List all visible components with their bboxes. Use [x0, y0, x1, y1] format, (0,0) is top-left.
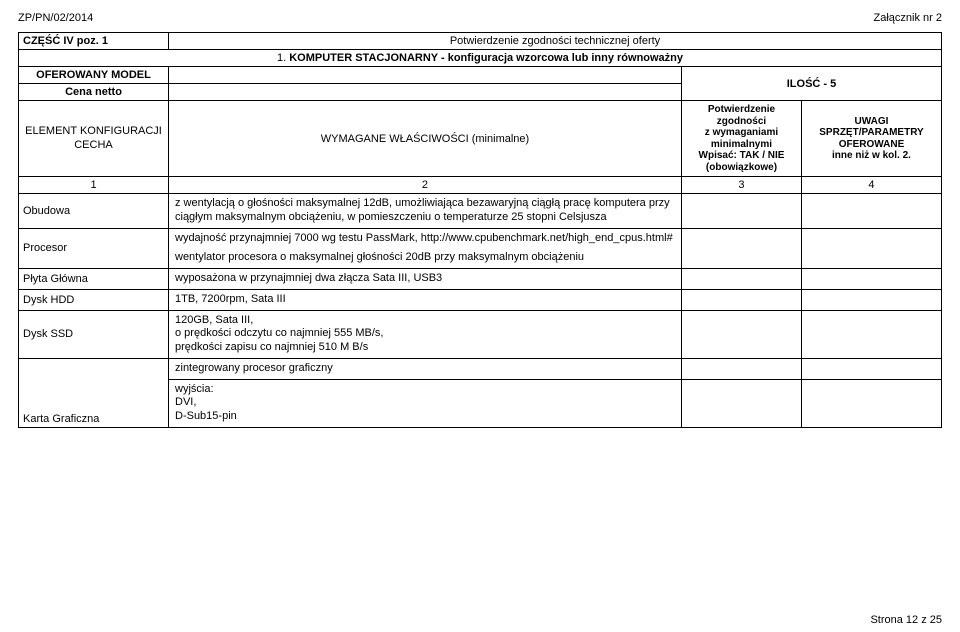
- model-row: OFEROWANY MODEL ILOŚĆ - 5: [19, 67, 942, 84]
- obudowa-text: z wentylacją o głośności maksymalnej 12d…: [169, 194, 682, 229]
- main-table: CZĘŚĆ IV poz. 1 Potwierdzenie zgodności …: [18, 32, 942, 428]
- title-row: CZĘŚĆ IV poz. 1 Potwierdzenie zgodności …: [19, 33, 942, 50]
- table-row: Płyta Główna wyposażona w przynajmniej d…: [19, 269, 942, 290]
- c3-l2: zgodności: [688, 116, 795, 128]
- procesor-text1: wydajność przynajmniej 7000 wg testu Pas…: [175, 232, 675, 246]
- doc-header: ZP/PN/02/2014 Załącznik nr 2: [18, 12, 942, 24]
- part-subtitle: Potwierdzenie zgodności technicznej ofer…: [169, 33, 942, 50]
- c3-l3: z wymaganiami: [688, 127, 795, 139]
- col1-line2: CECHA: [25, 139, 162, 153]
- table-row: Procesor wydajność przynajmniej 7000 wg …: [19, 228, 942, 269]
- obudowa-c3: [681, 194, 801, 229]
- c4-l2: SPRZĘT/PARAMETRY: [808, 127, 935, 139]
- n4: 4: [801, 177, 941, 194]
- gpu2-c3: [681, 379, 801, 427]
- price-value: [169, 84, 682, 101]
- plyta-c3: [681, 269, 801, 290]
- section-title: KOMPUTER STACJONARNY - konfiguracja wzor…: [289, 52, 683, 64]
- gpu2-c4: [801, 379, 941, 427]
- section-heading: 1. KOMPUTER STACJONARNY - konfiguracja w…: [19, 50, 942, 67]
- column-header-row: ELEMENT KONFIGURACJI CECHA WYMAGANE WŁAŚ…: [19, 101, 942, 177]
- hdd-text: 1TB, 7200rpm, Sata III: [169, 289, 682, 310]
- hdd-c4: [801, 289, 941, 310]
- n2: 2: [169, 177, 682, 194]
- model-value: [169, 67, 682, 84]
- table-row: Dysk SSD 120GB, Sata III, o prędkości od…: [19, 310, 942, 358]
- col4-header: UWAGI SPRZĘT/PARAMETRY OFEROWANE inne ni…: [801, 101, 941, 177]
- gpu-text2: wyjścia: DVI, D-Sub15-pin: [169, 379, 682, 427]
- c4-l3: OFEROWANE: [808, 139, 935, 151]
- section-row: 1. KOMPUTER STACJONARNY - konfiguracja w…: [19, 50, 942, 67]
- procesor-text2: wentylator procesora o maksymalnej głośn…: [175, 251, 675, 265]
- col2-header: WYMAGANE WŁAŚCIWOŚCI (minimalne): [169, 101, 682, 177]
- plyta-c4: [801, 269, 941, 290]
- page-footer: Strona 12 z 25: [870, 614, 942, 626]
- page-number: Strona 12 z 25: [870, 614, 942, 626]
- c4-l4: inne niż w kol. 2.: [808, 150, 935, 162]
- ssd-text: 120GB, Sata III, o prędkości odczytu co …: [169, 310, 682, 358]
- c3-l6: (obowiązkowe): [688, 162, 795, 174]
- number-row: 1 2 3 4: [19, 177, 942, 194]
- col3-header: Potwierdzenie zgodności z wymaganiami mi…: [681, 101, 801, 177]
- ssd-c4: [801, 310, 941, 358]
- procesor-label: Procesor: [19, 228, 169, 269]
- gpu-text1: zintegrowany procesor graficzny: [169, 358, 682, 379]
- hdd-c3: [681, 289, 801, 310]
- hdd-label: Dysk HDD: [19, 289, 169, 310]
- price-label: Cena netto: [19, 84, 169, 101]
- procesor-text: wydajność przynajmniej 7000 wg testu Pas…: [169, 228, 682, 269]
- plyta-label: Płyta Główna: [19, 269, 169, 290]
- section-no: 1.: [277, 52, 286, 64]
- table-row: Karta Graficzna zintegrowany procesor gr…: [19, 358, 942, 379]
- part-label: CZĘŚĆ IV poz. 1: [19, 33, 169, 50]
- n1: 1: [19, 177, 169, 194]
- table-row: Dysk HDD 1TB, 7200rpm, Sata III: [19, 289, 942, 310]
- c4-l1: UWAGI: [808, 116, 935, 128]
- col1-header: ELEMENT KONFIGURACJI CECHA: [19, 101, 169, 177]
- c3-l5: Wpisać: TAK / NIE: [688, 150, 795, 162]
- ssd-c3: [681, 310, 801, 358]
- c3-l4: minimalnymi: [688, 139, 795, 151]
- attachment-label: Załącznik nr 2: [874, 12, 942, 24]
- obudowa-label: Obudowa: [19, 194, 169, 229]
- plyta-text: wyposażona w przynajmniej dwa złącza Sat…: [169, 269, 682, 290]
- c3-l1: Potwierdzenie: [688, 104, 795, 116]
- col1-line1: ELEMENT KONFIGURACJI: [25, 125, 162, 139]
- obudowa-c4: [801, 194, 941, 229]
- n3: 3: [681, 177, 801, 194]
- model-label: OFEROWANY MODEL: [19, 67, 169, 84]
- table-row: Obudowa z wentylacją o głośności maksyma…: [19, 194, 942, 229]
- doc-ref: ZP/PN/02/2014: [18, 12, 93, 24]
- gpu1-c3: [681, 358, 801, 379]
- qty-label: ILOŚĆ - 5: [681, 67, 941, 101]
- procesor-c4: [801, 228, 941, 269]
- ssd-label: Dysk SSD: [19, 310, 169, 358]
- gpu1-c4: [801, 358, 941, 379]
- gpu-label: Karta Graficzna: [19, 358, 169, 427]
- procesor-c3: [681, 228, 801, 269]
